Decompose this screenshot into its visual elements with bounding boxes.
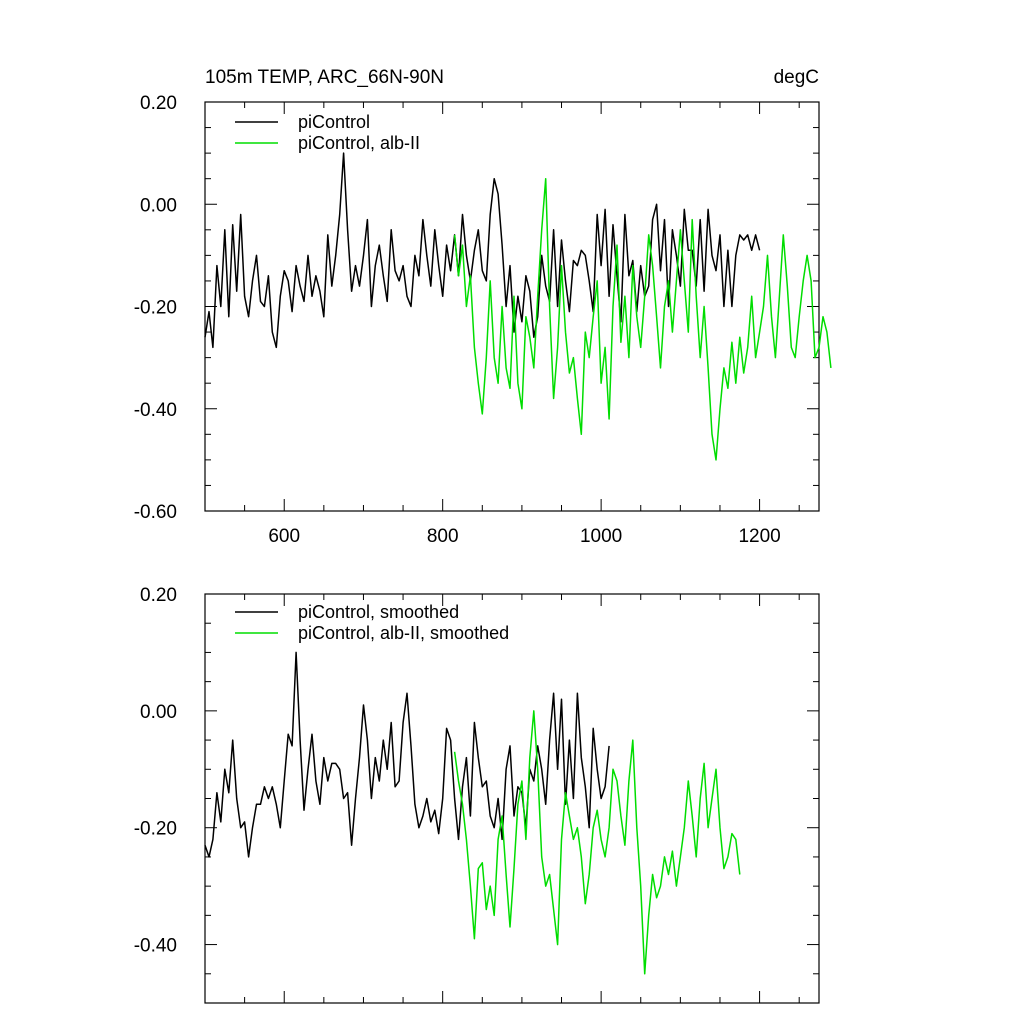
y-tick-label: -0.40	[134, 936, 177, 957]
axis-ticks-bottom: 0.20 0.00 -0.20 -0.40	[134, 585, 819, 1004]
x-tick-label: 1200	[738, 526, 780, 547]
y-tick-label: 0.20	[140, 585, 177, 606]
legend-label-alb-ii: piControl, alb-II	[298, 133, 420, 153]
series-group-bottom	[204, 651, 741, 975]
series-group-top	[204, 152, 832, 461]
legend-label-alb-ii-smoothed: piControl, alb-II, smoothed	[298, 623, 509, 643]
chart-title: 105m TEMP, ARC_66N-90N	[205, 67, 444, 88]
y-tick-label: -0.20	[134, 819, 177, 840]
legend-bottom: piControl, smoothed piControl, alb-II, s…	[235, 602, 509, 643]
top-panel: 105m TEMP, ARC_66N-90N degC 600 800 1000 12…	[134, 67, 832, 547]
y-tick-label: 0.20	[140, 93, 177, 114]
y-tick-label: -0.20	[134, 298, 177, 319]
plot-frame-bottom	[204, 593, 820, 1004]
series-line-picontrol-alb-ii-smoothed	[453, 710, 741, 975]
bottom-panel: 0.20 0.00 -0.20 -0.40 piControl, smoothed p…	[134, 585, 820, 1004]
x-tick-label: 800	[427, 526, 459, 547]
axis-ticks-top: 600 800 1000 1200 0.20 0.00 -0.20 -0.40 -0.60	[134, 93, 819, 547]
series-line-picontrol-smoothed	[204, 651, 610, 858]
y-tick-label: 0.00	[140, 702, 177, 723]
legend-top: piControl piControl, alb-II	[235, 112, 420, 153]
legend-label-picontrol-smoothed: piControl, smoothed	[298, 602, 459, 622]
x-tick-label: 1000	[580, 526, 622, 547]
y-tick-label: -0.40	[134, 400, 177, 421]
units-label: degC	[774, 67, 819, 88]
y-tick-label: -0.60	[134, 502, 177, 523]
series-line-picontrol-alb-ii	[453, 177, 832, 461]
series-line-picontrol	[204, 152, 761, 349]
y-tick-label: 0.00	[140, 195, 177, 216]
legend-label-picontrol: piControl	[298, 112, 370, 132]
x-tick-label: 600	[268, 526, 300, 547]
